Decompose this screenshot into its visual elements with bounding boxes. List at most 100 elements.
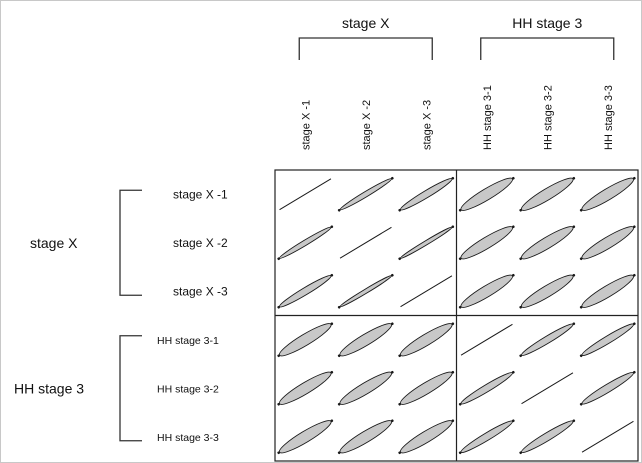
cell-2-2 (400, 275, 453, 308)
cell-4-2 (398, 370, 455, 406)
cell-0-1-point-1 (391, 176, 394, 180)
cell-0-3-point-1 (512, 176, 515, 180)
cell-0-2-cloud (400, 178, 453, 211)
row-label-3: HH stage 3-1 (157, 335, 219, 347)
cell-1-1 (339, 226, 392, 259)
cell-0-1-point-0 (337, 208, 341, 212)
cell-3-5 (579, 322, 636, 358)
cell-3-4-cloud (521, 323, 574, 356)
cell-2-0-point-1 (330, 273, 334, 277)
cell-4-3-cloud (460, 372, 513, 405)
cell-0-5-point-0 (579, 208, 583, 212)
cell-0-1 (337, 176, 394, 212)
cell-0-3-point-0 (458, 208, 462, 212)
cell-1-0-point-1 (330, 225, 334, 229)
row-label-2: stage X -3 (173, 284, 228, 298)
cell-1-4-point-1 (572, 225, 576, 229)
matrix-frames (274, 169, 639, 462)
cell-5-3-cloud (460, 420, 513, 453)
cell-5-2-cloud (399, 420, 453, 454)
cell-1-0 (277, 225, 334, 261)
cell-4-1 (337, 370, 394, 406)
cell-3-3-identity-line (460, 323, 513, 356)
cell-3-5-point-0 (579, 354, 583, 358)
cell-4-4 (521, 372, 574, 405)
cell-5-3-point-0 (458, 451, 462, 455)
cell-2-1-point-0 (337, 305, 341, 309)
cell-3-1-cloud (339, 323, 393, 357)
cell-5-1-point-0 (337, 451, 341, 455)
cell-4-3-point-1 (512, 370, 515, 374)
cell-1-2-point-1 (451, 225, 455, 229)
cell-1-3-point-0 (458, 257, 462, 261)
cell-1-4 (519, 225, 576, 261)
cell-2-3-point-0 (458, 305, 462, 309)
cell-5-4 (519, 419, 576, 455)
cell-3-2-point-1 (451, 322, 455, 326)
left-group-bracket-0 (119, 189, 142, 296)
cell-2-3-point-1 (512, 273, 515, 277)
cell-4-5 (579, 370, 636, 406)
left-group-bracket-1 (119, 335, 142, 442)
cell-2-5-cloud (581, 274, 635, 308)
top-group-label-1: HH stage 3 (512, 15, 582, 31)
column-label-4: HH stage 3-2 (542, 85, 554, 150)
cell-4-1-point-0 (337, 402, 341, 406)
cell-1-1-identity-line (339, 226, 392, 259)
row-labels: stage X -1 stage X -2 stage X -3 HH stage 3… (157, 187, 228, 444)
cell-2-5-point-1 (633, 273, 636, 277)
cell-5-1-cloud (339, 420, 393, 454)
cell-3-1-point-1 (391, 322, 394, 326)
cell-0-5-cloud (581, 177, 635, 211)
cell-1-5-point-1 (633, 225, 636, 229)
cell-2-4 (519, 273, 576, 309)
cell-4-0-point-1 (330, 370, 334, 374)
cell-3-3 (460, 323, 513, 356)
cell-2-4-cloud (520, 274, 574, 308)
cell-3-0-point-0 (277, 354, 280, 358)
cell-1-4-point-0 (519, 257, 522, 261)
cell-2-5 (579, 273, 636, 309)
cell-2-3-cloud (460, 274, 514, 308)
cell-5-0-cloud (278, 420, 332, 454)
cell-5-0-point-1 (330, 419, 334, 423)
column-label-1: stage X -2 (361, 100, 373, 150)
cell-3-2 (398, 322, 455, 358)
cell-3-0-point-1 (330, 322, 334, 326)
cell-3-5-point-1 (633, 322, 636, 326)
cell-4-2-point-0 (398, 402, 401, 406)
cell-5-4-point-1 (572, 419, 576, 423)
cell-2-4-point-0 (519, 305, 522, 309)
cell-4-0-cloud (278, 371, 332, 405)
cell-0-2-point-1 (451, 176, 455, 180)
cell-4-1-point-1 (391, 370, 394, 374)
row-label-0: stage X -1 (173, 187, 228, 201)
cell-1-2-cloud (400, 226, 453, 259)
cell-3-1-point-0 (337, 354, 341, 358)
cell-2-1-cloud (339, 275, 392, 308)
cell-4-3 (458, 370, 515, 406)
cell-1-3-point-1 (512, 225, 515, 229)
cell-0-3 (458, 176, 515, 212)
cell-1-0-cloud (279, 226, 332, 259)
cell-5-4-point-0 (519, 451, 522, 455)
cell-1-2 (398, 225, 455, 261)
cell-1-3 (458, 225, 515, 261)
cell-5-3 (458, 419, 515, 455)
matrix-cells (277, 176, 636, 455)
cell-0-4 (519, 176, 576, 212)
top-group-label-0: stage X (342, 15, 390, 31)
cell-2-3 (458, 273, 515, 309)
cell-2-1-point-1 (391, 273, 394, 277)
cell-1-0-point-0 (277, 257, 280, 261)
cell-5-2 (398, 419, 455, 455)
cell-0-4-point-1 (572, 176, 576, 180)
cell-0-1-cloud (339, 178, 392, 211)
cell-2-0 (277, 273, 334, 309)
column-label-0: stage X -1 (300, 100, 312, 150)
cell-0-0 (279, 178, 332, 211)
cell-4-0-point-0 (277, 402, 280, 406)
cell-3-4-point-1 (572, 322, 576, 326)
top-group-bracket-1 (480, 37, 615, 60)
